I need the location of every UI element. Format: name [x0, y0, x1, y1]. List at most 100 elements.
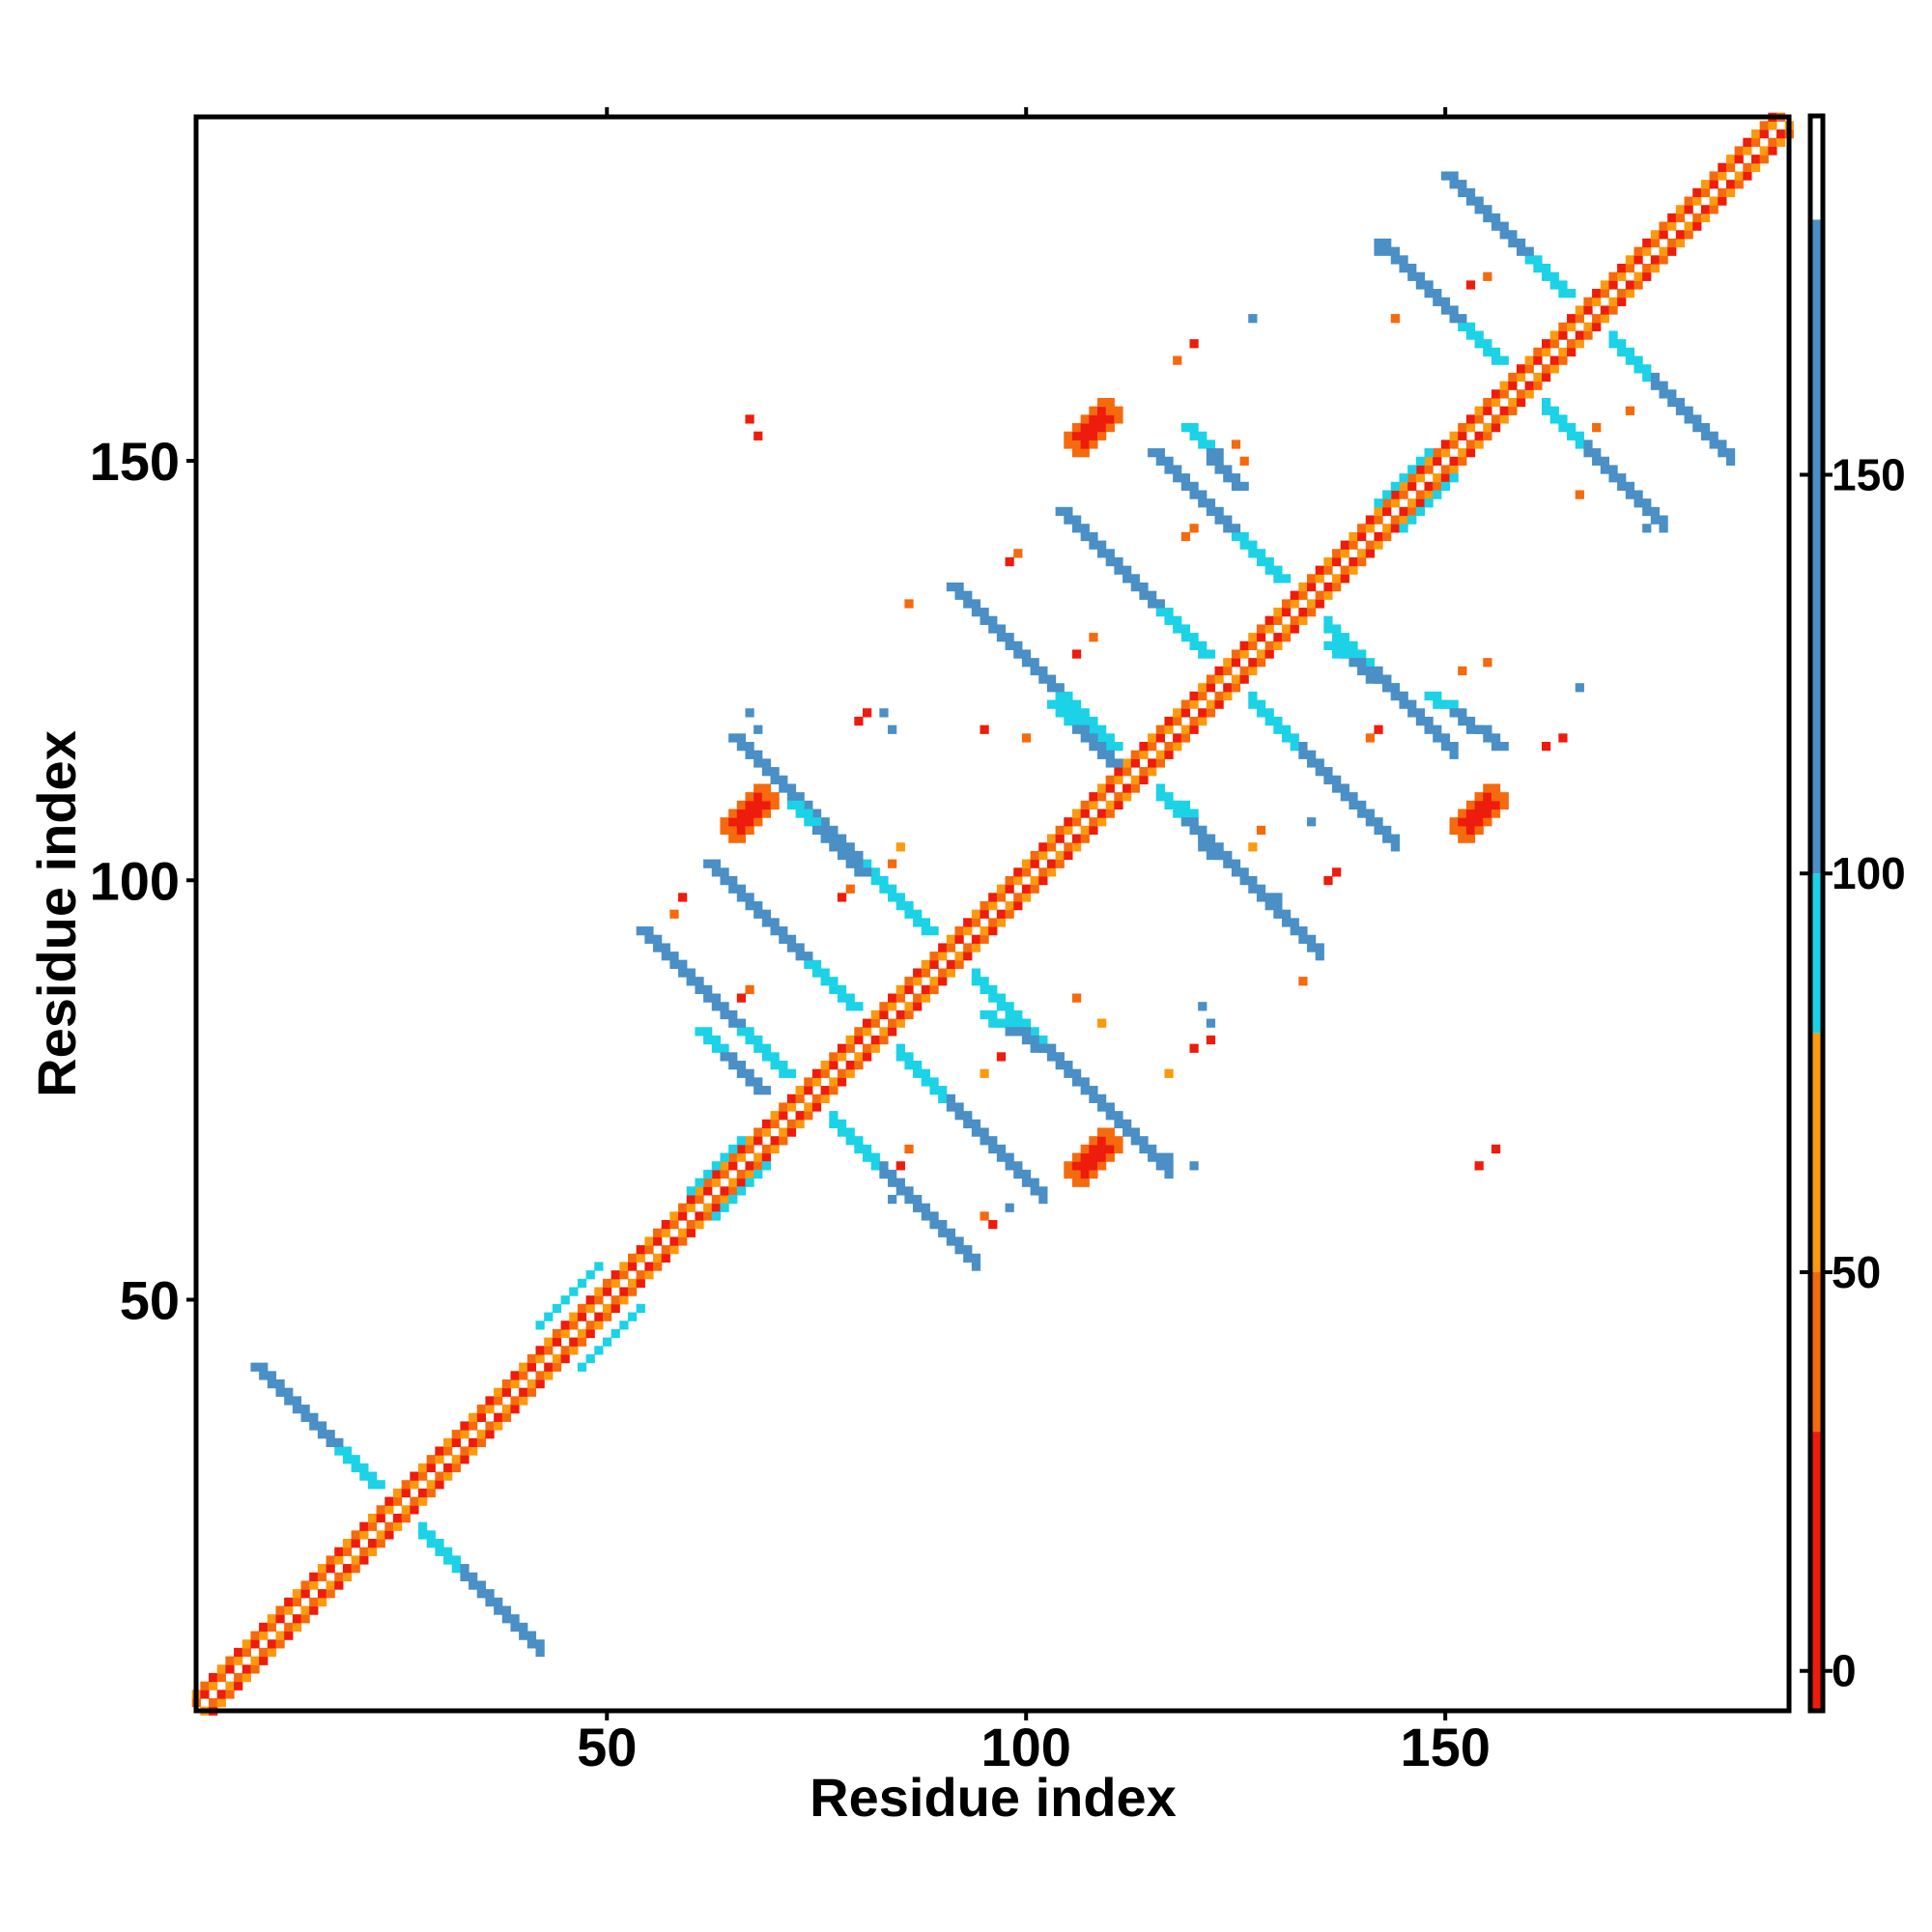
contact-cell — [921, 1203, 930, 1212]
contact-cell — [1080, 724, 1090, 734]
contact-cell — [1248, 549, 1258, 558]
contact-cell — [1458, 423, 1467, 433]
contact-cell — [443, 1555, 453, 1565]
contact-cell — [954, 1111, 964, 1121]
contact-cell — [392, 1496, 403, 1506]
contact-cell — [779, 1127, 788, 1137]
contact-cell — [1440, 297, 1451, 306]
contact-cell — [1064, 1161, 1073, 1171]
contact-cell — [1105, 414, 1115, 424]
contact-cell — [988, 1136, 998, 1146]
contact-cell — [996, 909, 1007, 919]
contact-cell — [1064, 1169, 1073, 1179]
contact-cell — [770, 1111, 780, 1121]
contact-cell — [317, 1430, 327, 1439]
contact-cell — [811, 1094, 822, 1103]
contact-cell — [1374, 817, 1383, 827]
contact-cell — [1038, 666, 1048, 676]
contact-cell — [1516, 238, 1526, 248]
contact-cell — [779, 1136, 788, 1146]
contact-cell — [1206, 683, 1216, 693]
contact-cell — [1164, 800, 1174, 810]
contact-cell — [426, 1480, 436, 1490]
contact-cell — [1071, 1169, 1082, 1179]
contact-cell — [376, 1539, 385, 1548]
contact-cell — [854, 1052, 864, 1062]
contact-cell — [1575, 440, 1584, 449]
contact-cell — [1415, 456, 1426, 466]
contact-cell — [711, 1002, 722, 1011]
contact-cell — [384, 1530, 394, 1540]
contact-cell — [1164, 465, 1174, 474]
contact-cell — [1491, 792, 1501, 802]
contact-cell — [736, 1152, 747, 1162]
contact-cell — [728, 1178, 738, 1187]
contact-cell — [1617, 289, 1627, 298]
contact-cell — [1734, 155, 1744, 164]
contact-cell — [1575, 490, 1584, 499]
contact-cell — [1164, 456, 1174, 466]
contact-cell — [1449, 742, 1459, 752]
contact-cell — [585, 1303, 595, 1314]
contact-cell — [443, 1446, 453, 1456]
contact-cell — [1357, 800, 1367, 810]
colorbar-band — [1810, 219, 1823, 874]
contact-cell — [1105, 800, 1115, 810]
contact-cell — [929, 952, 939, 961]
contact-cell — [954, 590, 964, 600]
contact-cell — [1013, 901, 1023, 911]
contact-cell — [888, 993, 897, 1003]
contact-cell — [703, 984, 713, 995]
contact-cell — [1474, 440, 1484, 449]
contact-cell — [1458, 834, 1467, 843]
contact-cell — [644, 1245, 654, 1255]
contact-cell — [552, 1303, 562, 1314]
contact-cell — [1508, 381, 1518, 390]
contact-cell — [963, 1119, 973, 1129]
contact-cell — [1105, 742, 1115, 752]
contact-cell — [1734, 171, 1744, 181]
contact-cell — [1315, 758, 1324, 768]
contact-cell — [259, 1647, 269, 1658]
contact-cell — [1675, 213, 1686, 223]
contact-cell — [1189, 817, 1199, 827]
contact-cell — [1071, 1152, 1082, 1162]
contact-cell — [1524, 355, 1534, 365]
contact-cell — [1332, 549, 1342, 558]
contact-cell — [695, 1194, 704, 1205]
contact-cell — [863, 859, 872, 868]
contact-cell — [1114, 775, 1123, 784]
contact-cell — [879, 1002, 889, 1011]
x-tick-label: 100 — [980, 1717, 1070, 1777]
contact-cell — [418, 1530, 428, 1540]
contact-cell — [1465, 825, 1476, 836]
contact-cell — [996, 893, 1007, 902]
contact-cell — [544, 1337, 554, 1347]
contact-cell — [770, 792, 780, 802]
contact-cell — [1248, 633, 1258, 642]
contact-cell — [695, 977, 704, 986]
contact-cell — [829, 1052, 838, 1062]
contact-cell — [1273, 608, 1283, 617]
contact-cell — [1424, 465, 1434, 474]
contact-cell — [435, 1446, 444, 1456]
contact-cell — [1575, 339, 1584, 349]
contact-cell — [895, 1052, 905, 1062]
contact-cell — [870, 1009, 880, 1020]
contact-cell — [1650, 255, 1661, 265]
contact-cell — [209, 1672, 218, 1683]
contact-cell — [1180, 633, 1191, 642]
contact-cell — [1306, 750, 1317, 759]
contact-cell — [1743, 162, 1752, 173]
contact-cell — [1524, 364, 1534, 374]
contact-cell — [954, 1236, 964, 1246]
contact-cell — [736, 1061, 747, 1070]
contact-cell — [1474, 339, 1484, 349]
contact-cell — [954, 926, 964, 936]
contact-cell — [695, 1027, 704, 1037]
contact-cell — [1290, 918, 1299, 927]
contact-cell — [1592, 314, 1602, 324]
contact-cell — [1114, 742, 1123, 752]
contact-cell — [1064, 817, 1073, 827]
contact-cell — [1650, 515, 1661, 525]
